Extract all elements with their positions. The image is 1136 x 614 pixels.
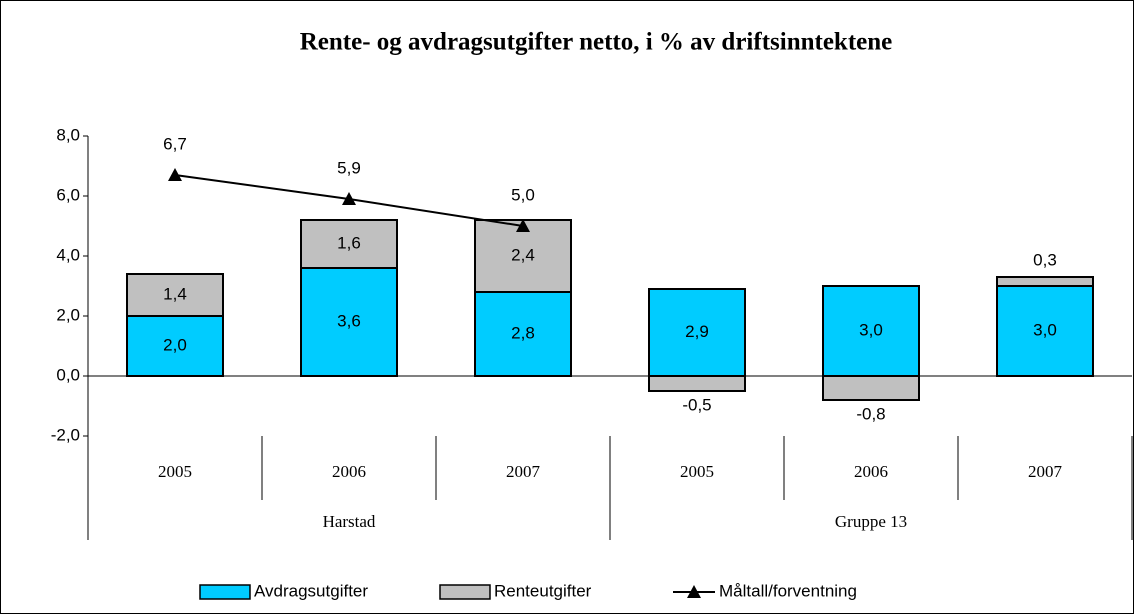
bar: [996, 285, 1094, 377]
data-label: 3,0: [1033, 320, 1057, 339]
marker: [342, 192, 356, 205]
x-tick-label: 2006: [854, 462, 888, 481]
marker: [516, 219, 530, 232]
legend-label: Måltall/forventning: [719, 581, 857, 600]
group-label: Gruppe 13: [835, 512, 907, 531]
data-label: -0,5: [682, 395, 711, 414]
x-tick-label: 2006: [332, 462, 366, 481]
chart-title: Rente- og avdragsutgifter netto, i % av …: [300, 29, 893, 56]
data-label: 3,0: [859, 320, 883, 339]
x-tick-label: 2007: [506, 462, 541, 481]
legend-label: Renteutgifter: [494, 581, 592, 600]
bar: [126, 273, 224, 317]
x-tick-label: 2005: [680, 462, 714, 481]
bar: [996, 276, 1094, 287]
legend-marker: [687, 585, 701, 598]
group-label: Harstad: [323, 512, 376, 531]
legend-swatch: [199, 584, 251, 600]
data-label: 5,9: [337, 158, 361, 177]
bar: [300, 267, 398, 377]
bar: [474, 291, 572, 377]
legend-swatch: [439, 584, 491, 600]
data-label: -0,8: [856, 404, 885, 423]
x-tick-label: 2007: [1028, 462, 1063, 481]
bar: [648, 288, 746, 377]
data-label: 6,7: [163, 134, 187, 153]
bar: [300, 219, 398, 269]
bar: [648, 375, 746, 392]
y-tick-label: 4,0: [56, 245, 80, 264]
data-label: 2,4: [511, 245, 535, 264]
bar: [822, 285, 920, 377]
y-tick-label: 6,0: [56, 185, 80, 204]
y-tick-label: 0,0: [56, 365, 80, 384]
data-label: 3,6: [337, 311, 361, 330]
data-label: 1,6: [337, 233, 361, 252]
data-label: 2,9: [685, 322, 709, 341]
data-label: 0,3: [1033, 250, 1057, 269]
data-label: 2,0: [163, 335, 187, 354]
data-label: 1,4: [163, 284, 187, 303]
data-label: 5,0: [511, 185, 535, 204]
y-tick-label: -2,0: [51, 425, 80, 444]
data-label: 2,8: [511, 323, 535, 342]
legend-label: Avdragsutgifter: [254, 581, 368, 600]
y-tick-label: 8,0: [56, 125, 80, 144]
bar: [126, 315, 224, 377]
y-tick-label: 2,0: [56, 305, 80, 324]
bar: [822, 375, 920, 401]
x-tick-label: 2005: [158, 462, 192, 481]
marker: [168, 168, 182, 181]
